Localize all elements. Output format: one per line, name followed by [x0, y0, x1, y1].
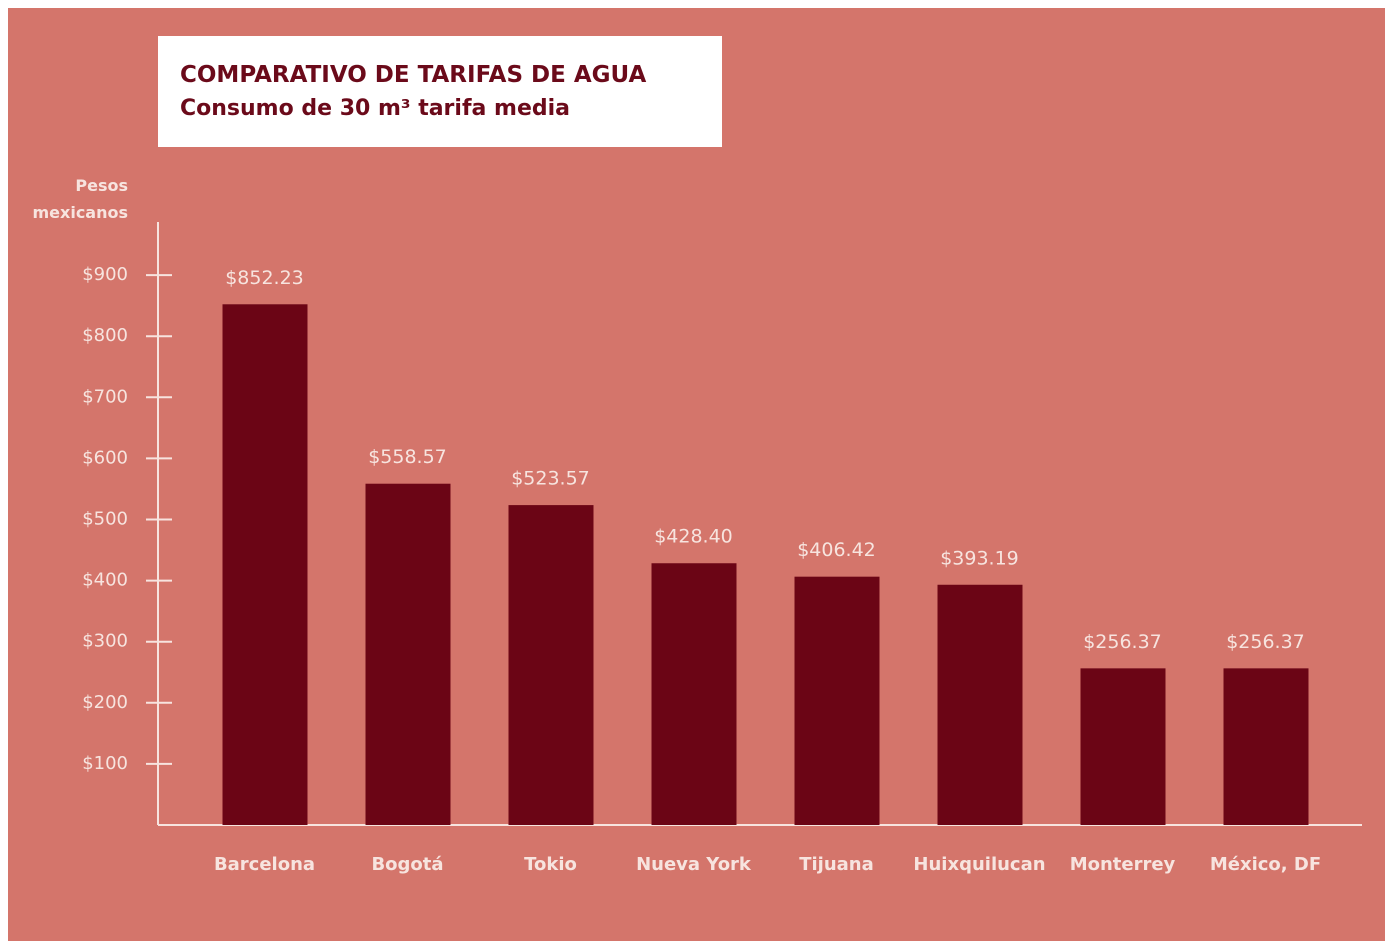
- chart-title: COMPARATIVO DE TARIFAS DE AGUA: [180, 62, 647, 88]
- value-label: $523.57: [511, 468, 590, 490]
- x-tick-label: Barcelona: [214, 854, 315, 875]
- x-tick-label: Monterrey: [1070, 854, 1176, 875]
- y-tick-label: $200: [82, 692, 128, 713]
- value-label: $852.23: [225, 267, 304, 289]
- y-axis-label: Pesos mexicanos: [32, 176, 128, 222]
- y-tick-label: $100: [82, 753, 128, 774]
- value-label: $406.42: [797, 539, 876, 561]
- y-tick-label: $300: [82, 631, 128, 652]
- y-tick-label: $800: [82, 325, 128, 346]
- bar: [651, 563, 737, 825]
- bar: [937, 584, 1023, 825]
- value-label: $256.37: [1083, 631, 1162, 653]
- bar: [365, 483, 451, 825]
- x-tick-label: Tokio: [524, 854, 577, 875]
- bar: [1223, 668, 1309, 825]
- value-label: $428.40: [654, 526, 733, 548]
- bar: [508, 505, 594, 825]
- x-tick-label: Bogotá: [371, 854, 443, 875]
- title-box: COMPARATIVO DE TARIFAS DE AGUA Consumo d…: [158, 36, 722, 147]
- value-label: $393.19: [940, 547, 1019, 569]
- y-tick-label: $400: [82, 570, 128, 591]
- y-tick-label: $600: [82, 447, 128, 468]
- x-tick-label: Nueva York: [636, 854, 752, 875]
- chart-subtitle: Consumo de 30 m³ tarifa media: [180, 96, 571, 121]
- bar: [222, 304, 308, 825]
- value-label: $558.57: [368, 446, 447, 468]
- x-tick-label: Huixquilucan: [913, 854, 1045, 875]
- y-tick-label: $500: [82, 509, 128, 530]
- bar: [794, 576, 880, 825]
- x-tick-label: México, DF: [1210, 854, 1321, 875]
- x-tick-label: Tijuana: [799, 854, 874, 875]
- value-label: $256.37: [1226, 631, 1305, 653]
- y-tick-label: $900: [82, 264, 128, 285]
- y-tick-label: $700: [82, 386, 128, 407]
- bar: [1080, 668, 1166, 825]
